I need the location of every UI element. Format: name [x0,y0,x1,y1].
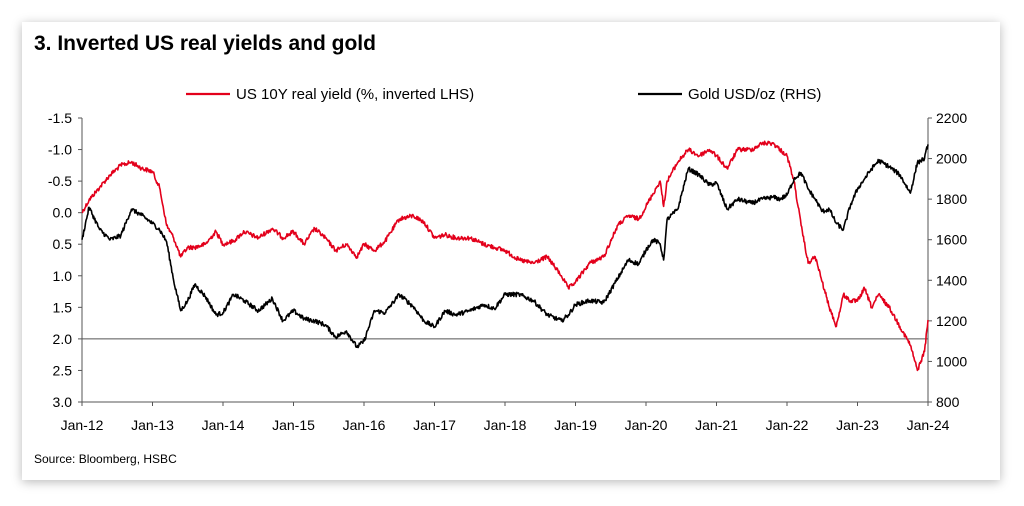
y-right-tick-label: 2200 [936,110,967,126]
x-tick-label: Jan-18 [484,417,527,433]
series-layer [81,140,929,372]
y-left-tick-label: 0.0 [53,205,73,221]
x-tick-label: Jan-21 [695,417,738,433]
x-tick-label: Jan-12 [61,417,104,433]
x-tick-label: Jan-13 [131,417,174,433]
x-tick-label: Jan-20 [625,417,668,433]
x-tick-label: Jan-19 [554,417,597,433]
y-left-tick-label: 2.5 [53,362,73,378]
x-tick-label: Jan-22 [766,417,809,433]
x-tick-label: Jan-23 [836,417,879,433]
y-right-tick-label: 2000 [936,151,967,167]
legend: US 10Y real yield (%, inverted LHS) Gold … [186,86,821,103]
chart-frame [81,118,929,403]
source-note: Source: Bloomberg, HSBC [34,452,177,466]
y-axis-left: -1.5 -1.0 -0.5 0.0 0.5 1.0 1.5 2.0 2.5 3.0 [48,110,82,410]
y-left-tick-label: 3.0 [53,394,73,410]
y-right-tick-label: 1600 [936,232,967,248]
y-left-tick-label: 0.5 [53,236,73,252]
series-line-gold [81,144,929,349]
x-tick-label: Jan-14 [202,417,245,433]
x-tick-label: Jan-16 [343,417,386,433]
y-right-tick-label: 1200 [936,313,967,329]
x-tick-label: Jan-17 [413,417,456,433]
y-right-tick-label: 1400 [936,272,967,288]
x-axis: Jan-12 Jan-13 Jan-14 Jan-15 Jan-16 Jan-17 Jan-… [61,402,950,433]
legend-label-real-yield: US 10Y real yield (%, inverted LHS) [236,86,474,103]
y-left-tick-label: -1.5 [48,110,72,126]
y-left-tick-label: -0.5 [48,173,72,189]
y-left-tick-label: 1.0 [53,268,73,284]
y-left-tick-label: -1.0 [48,142,72,158]
series-line-real-yield [81,140,929,372]
x-tick-label: Jan-24 [907,417,950,433]
y-left-tick-label: 1.5 [53,299,73,315]
chart-title: 3. Inverted US real yields and gold [34,32,376,55]
y-right-tick-label: 1800 [936,191,967,207]
y-left-tick-label: 2.0 [53,331,73,347]
y-right-tick-label: 800 [936,394,960,410]
y-axis-right: 2200 2000 1800 1600 1400 1200 1000 800 [928,110,967,410]
y-right-tick-label: 1000 [936,353,967,369]
x-tick-label: Jan-15 [272,417,315,433]
legend-label-gold: Gold USD/oz (RHS) [688,86,821,103]
